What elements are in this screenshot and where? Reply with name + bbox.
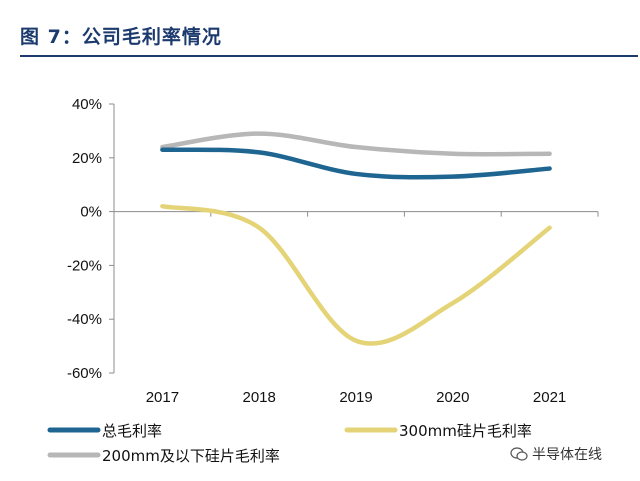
watermark-text: 半导体在线 xyxy=(532,447,602,463)
title-divider xyxy=(20,55,638,57)
series-line-2 xyxy=(160,131,552,157)
series-line-0 xyxy=(160,147,552,180)
figure-title: 图 7：公司毛利率情况 xyxy=(20,26,222,48)
y-tick-label: -40% xyxy=(67,311,102,328)
series-line-1 xyxy=(160,203,552,346)
legend: 总毛利率 300mm硅片毛利率 200mm及以下硅片毛利率 xyxy=(47,422,532,465)
x-tick-label: 2020 xyxy=(436,389,469,406)
watermark: 半导体在线 xyxy=(510,444,602,464)
legend-label-0: 总毛利率 xyxy=(102,422,162,440)
legend-label-2: 200mm及以下硅片毛利率 xyxy=(102,447,280,465)
x-tick-labels: 2017 2018 2019 2020 2021 xyxy=(146,389,567,406)
y-tick-label: -60% xyxy=(67,365,102,382)
legend-label-1: 300mm硅片毛利率 xyxy=(399,422,532,440)
x-tick-label: 2021 xyxy=(533,389,566,406)
y-tick-label: 20% xyxy=(72,150,102,167)
y-tick-label: 0% xyxy=(80,204,102,221)
series-layer xyxy=(160,131,552,346)
y-tick-label: -20% xyxy=(67,257,102,274)
y-tick-label: 40% xyxy=(72,96,102,113)
x-tick-label: 2018 xyxy=(243,389,276,406)
y-tick-labels: 40% 20% 0% -20% -40% -60% xyxy=(67,96,102,382)
x-tick-label: 2017 xyxy=(146,389,179,406)
x-tick-label: 2019 xyxy=(339,389,372,406)
wechat-icon xyxy=(510,447,528,461)
